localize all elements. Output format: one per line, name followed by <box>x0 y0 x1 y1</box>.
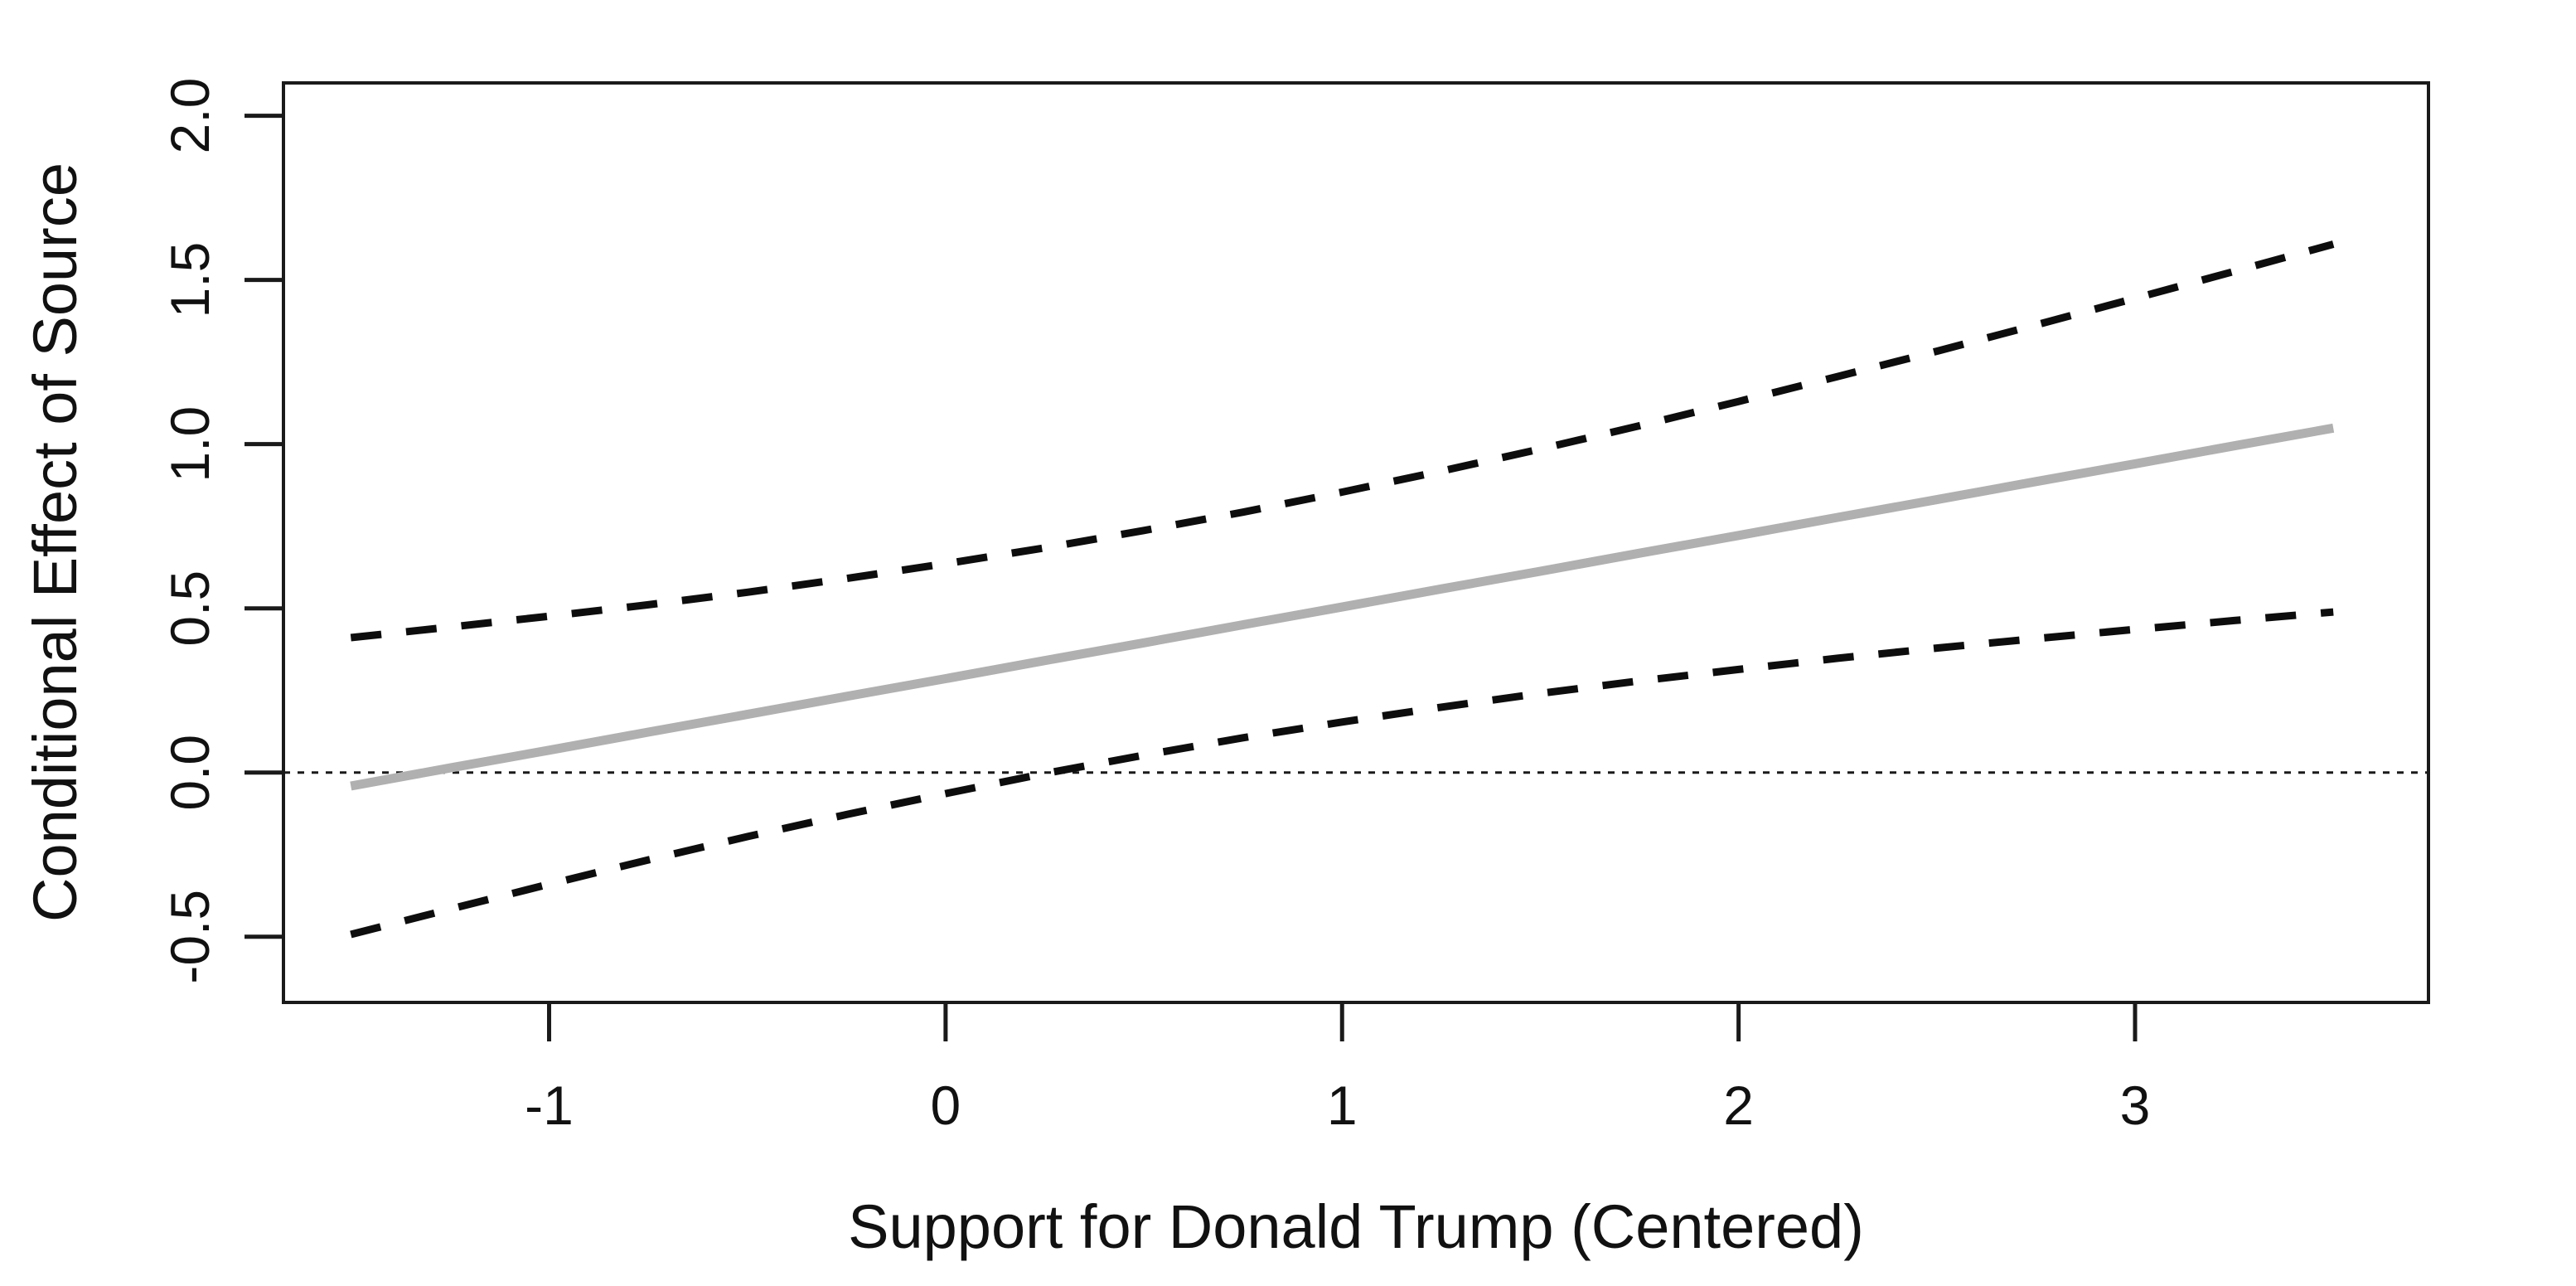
y-tick-label: 1.0 <box>159 406 220 483</box>
ci-lower-line <box>350 608 2334 939</box>
x-tick-label: 1 <box>1327 1075 1358 1136</box>
estimate-line <box>350 423 2335 791</box>
ci-upper-line <box>350 240 2335 642</box>
y-axis-title: Conditional Effect of Source <box>21 163 90 922</box>
x-tick-label: 2 <box>1723 1075 1754 1136</box>
y-tick-label: 0.5 <box>159 570 220 647</box>
x-tick-label: 3 <box>2120 1075 2151 1136</box>
x-axis-title: Support for Donald Trump (Centered) <box>848 1192 1864 1261</box>
y-tick-label: 1.5 <box>159 242 220 318</box>
y-tick-label: 2.0 <box>159 78 220 154</box>
x-tick-label: 0 <box>931 1075 961 1136</box>
x-tick-label: -1 <box>525 1075 574 1136</box>
plot-box <box>282 81 2430 1004</box>
plot-area: -1 0 1 2 3 -0.5 0.0 0.5 1.0 1.5 2.0 <box>159 78 2430 1136</box>
y-tick-label: -0.5 <box>159 890 220 984</box>
y-tick-label: 0.0 <box>159 735 220 811</box>
